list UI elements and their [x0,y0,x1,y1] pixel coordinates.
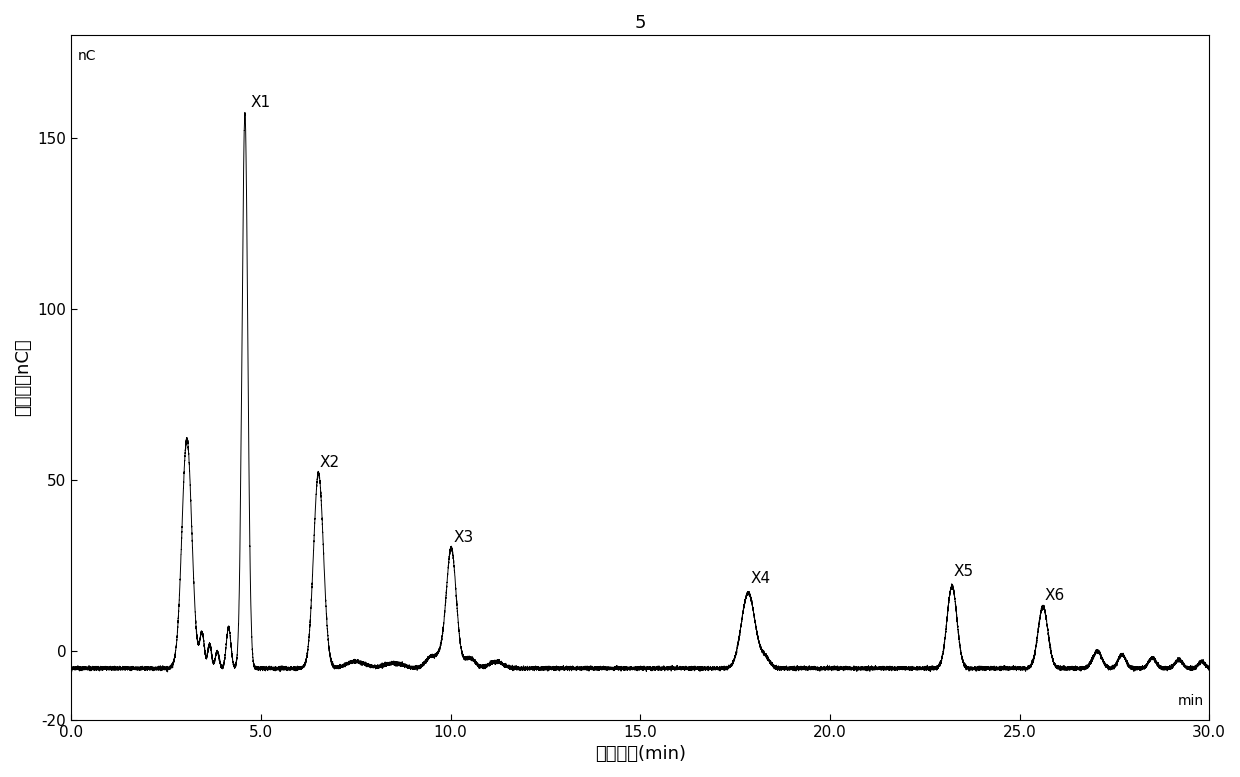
Text: X1: X1 [250,95,270,110]
Text: X4: X4 [750,571,770,586]
Text: X5: X5 [954,564,973,580]
Text: X6: X6 [1044,588,1064,603]
Title: 5: 5 [635,14,646,32]
Text: nC: nC [78,48,97,62]
Y-axis label: 电荷值（nC）: 电荷值（nC） [14,339,32,416]
Text: X3: X3 [454,530,474,545]
X-axis label: 保留时间(min): 保留时间(min) [595,745,686,763]
Text: X2: X2 [320,455,340,470]
Text: min: min [1177,694,1204,708]
